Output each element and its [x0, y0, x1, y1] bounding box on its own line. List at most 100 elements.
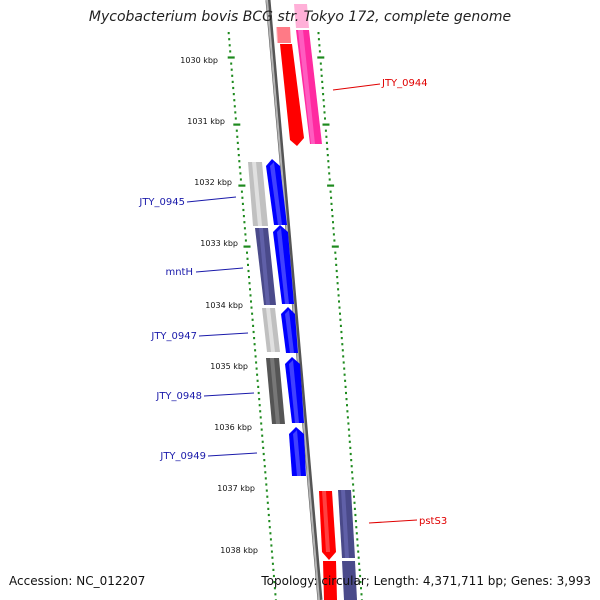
inner-tick-58	[257, 385, 260, 388]
inner-tick-38	[247, 263, 249, 266]
inner-tick-27	[241, 196, 244, 199]
inner-tick-30	[242, 215, 245, 218]
cog-block-jty0948-shade	[270, 358, 280, 424]
gene-label-jty0947[interactable]: JTY_0947	[150, 331, 197, 342]
inner-tick-2	[228, 44, 231, 47]
inner-tick-61	[258, 404, 261, 407]
gene-label-jty0945[interactable]: JTY_0945	[138, 197, 185, 208]
map-title: Mycobacterium bovis BCG str. Tokyo 172, …	[88, 9, 512, 25]
outer-tick-61	[346, 404, 348, 407]
inner-tick-55	[255, 367, 258, 370]
inner-tick-75	[265, 489, 268, 492]
outer-tick-83	[356, 538, 359, 541]
outer-tick-47	[339, 318, 342, 321]
outer-tick-18	[325, 141, 328, 144]
inner-tick-23	[239, 172, 242, 175]
tick-label-1038: 1038 kbp	[220, 546, 258, 555]
outer-tick-67	[348, 440, 351, 443]
cog-block-psts3-shade	[341, 490, 349, 558]
outer-tick-37	[334, 257, 337, 260]
leader-jty0947	[198, 332, 249, 337]
inner-tick-81	[268, 526, 271, 529]
outer-tick-3	[318, 50, 321, 53]
outer-tick-0	[317, 32, 320, 35]
leader-mnth	[195, 267, 244, 273]
inner-tick-12	[233, 105, 236, 108]
inner-tick-5	[230, 62, 233, 65]
outer-tick-71	[350, 465, 353, 468]
outer-tick-48	[339, 324, 342, 327]
outer-tick-31	[332, 221, 334, 224]
outer-tick-53	[342, 355, 345, 358]
gene-label-mnth[interactable]: mntH	[165, 267, 193, 278]
inner-tick-70	[263, 459, 266, 462]
inner-tick-26	[240, 190, 243, 193]
outer-tick-70	[350, 459, 353, 462]
gene-arrow-mnth-shade	[277, 228, 289, 304]
outer-tick-64	[347, 422, 350, 425]
inner-tick-14	[234, 117, 237, 120]
inner-tick-52	[254, 349, 257, 352]
outer-tick-1	[317, 38, 320, 41]
inner-tick-20	[237, 154, 240, 157]
gene-arrow-jty0944[interactable]	[280, 44, 304, 146]
gene-label-jty0949[interactable]: JTY_0949	[159, 451, 206, 462]
inner-tick-11	[233, 99, 236, 102]
inner-tick-44	[250, 300, 252, 303]
outer-tick-80	[354, 520, 357, 523]
accession-text: Accession: NC_012207	[9, 574, 146, 588]
outer-tick-51	[341, 343, 344, 346]
outer-tick-36	[334, 251, 337, 254]
inner-tick-15	[233, 123, 241, 126]
cog-block-mnth-shade	[259, 228, 270, 305]
inner-tick-57	[256, 379, 259, 382]
gene-label-psts3[interactable]: pstS3	[419, 516, 447, 527]
inner-tick-80	[268, 520, 271, 523]
inner-tick-83	[269, 538, 272, 541]
gene-arrow-jty0944-b-shade	[298, 30, 315, 144]
inner-tick-37	[246, 257, 249, 260]
topology-text: Topology: circular; Length: 4,371,711 bp…	[261, 574, 591, 588]
inner-tick-59	[257, 391, 260, 395]
inner-tick-47	[251, 318, 254, 321]
outer-tick-55	[343, 367, 346, 370]
inner-tick-6	[230, 68, 233, 71]
gene-labels: JTY_0944 JTY_0945 mntH JTY_0947 JTY_0948…	[138, 78, 447, 527]
inner-tick-29	[242, 208, 245, 212]
cog-block-bottom	[342, 561, 357, 600]
inner-tick-28	[241, 202, 244, 205]
inner-tick-62	[259, 410, 262, 413]
outer-tick-26	[329, 190, 332, 193]
outer-tick-72	[351, 471, 354, 474]
inner-tick-3	[229, 50, 232, 53]
outer-tick-45	[338, 306, 341, 309]
inner-tick-84	[270, 544, 273, 547]
leader-jty0949	[207, 452, 258, 457]
inner-tick-36	[246, 251, 248, 254]
gene-label-jty0944[interactable]: JTY_0944	[381, 78, 428, 89]
inner-tick-39	[247, 269, 250, 273]
inner-tick-4	[227, 56, 235, 59]
outer-tick-21	[327, 160, 330, 163]
inner-tick-32	[243, 227, 246, 230]
inner-tick-21	[238, 160, 241, 163]
outer-tick-12	[323, 105, 326, 108]
outer-tick-62	[346, 410, 349, 413]
outer-tick-38	[335, 263, 338, 266]
outer-tick-4	[317, 56, 325, 59]
outer-tick-28	[330, 202, 333, 205]
outer-tick-59	[345, 391, 347, 395]
outer-tick-track	[317, 32, 363, 600]
inner-tick-60	[258, 398, 261, 401]
outer-tick-7	[320, 74, 323, 77]
outer-tick-2	[318, 44, 321, 47]
gene-label-leaders	[186, 83, 418, 524]
inner-tick-64	[260, 422, 263, 425]
inner-tick-71	[263, 465, 266, 468]
tick-label-1033: 1033 kbp	[200, 239, 238, 248]
outer-tick-65	[347, 428, 350, 431]
outer-tick-89	[359, 574, 362, 578]
inner-tick-72	[264, 471, 267, 474]
outer-tick-50	[340, 337, 343, 340]
gene-label-jty0948[interactable]: JTY_0948	[155, 391, 202, 402]
